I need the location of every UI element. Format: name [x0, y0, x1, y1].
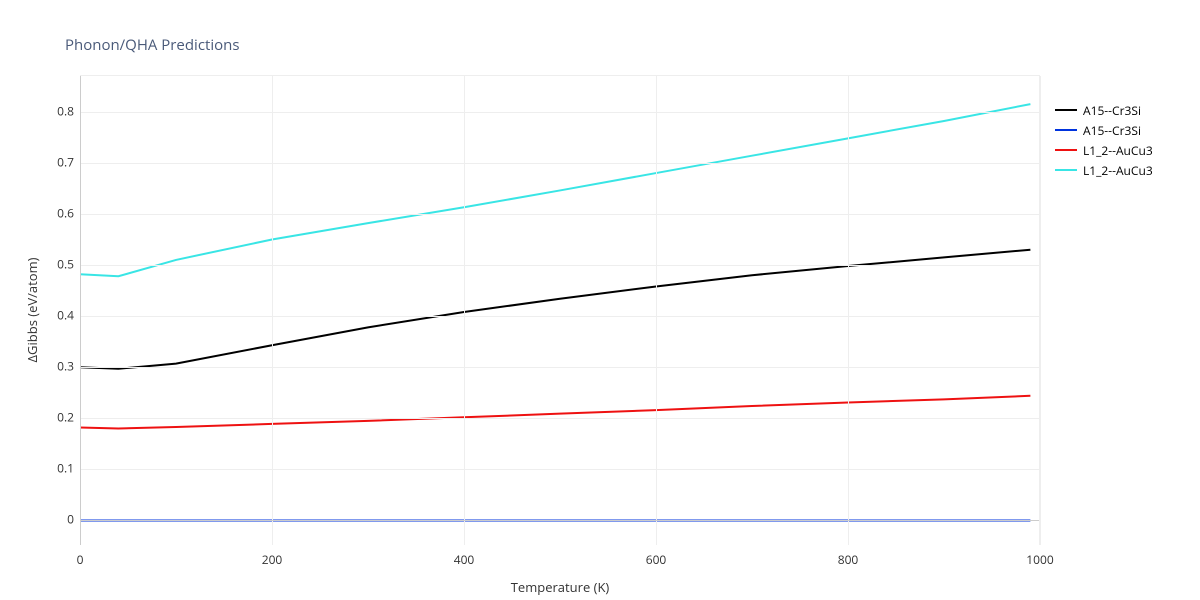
- legend-item[interactable]: A15--Cr3Si: [1055, 100, 1153, 120]
- x-tick-label: 800: [838, 551, 859, 568]
- y-axis-label: ΔGibbs (eV/atom): [23, 258, 41, 363]
- x-tick-label: 1000: [1026, 551, 1053, 568]
- y-zero-line: [80, 520, 1039, 521]
- series-line[interactable]: [80, 250, 1030, 369]
- y-tick-label: 0.1: [42, 460, 74, 477]
- y-tick-label: 0.6: [42, 204, 74, 221]
- legend-swatch: [1055, 149, 1077, 151]
- gridline-v: [1040, 76, 1041, 545]
- series-line[interactable]: [80, 396, 1030, 429]
- gridline-h: [80, 469, 1039, 470]
- gridline-v: [656, 76, 657, 545]
- gridline-h: [80, 418, 1039, 419]
- plot-svg: [80, 76, 1040, 546]
- y-tick-label: 0.8: [42, 102, 74, 119]
- gridline-v: [272, 76, 273, 545]
- legend-label: L1_2--AuCu3: [1083, 142, 1153, 159]
- series-line[interactable]: [80, 104, 1030, 276]
- y-tick-label: 0.5: [42, 256, 74, 273]
- y-tick-label: 0.7: [42, 153, 74, 170]
- x-axis-label: Temperature (K): [511, 578, 610, 596]
- plot-area[interactable]: [80, 75, 1040, 545]
- legend-label: A15--Cr3Si: [1083, 102, 1141, 119]
- chart-container: Phonon/QHA Predictions ΔGibbs (eV/atom) …: [0, 0, 1200, 600]
- gridline-h: [80, 163, 1039, 164]
- gridline-h: [80, 265, 1039, 266]
- y-tick-label: 0.2: [42, 409, 74, 426]
- legend-swatch: [1055, 109, 1077, 111]
- legend-item[interactable]: L1_2--AuCu3: [1055, 140, 1153, 160]
- legend-swatch: [1055, 169, 1077, 171]
- x-tick-label: 200: [262, 551, 283, 568]
- gridline-v: [848, 76, 849, 545]
- x-zero-line: [80, 76, 81, 545]
- legend-label: A15--Cr3Si: [1083, 122, 1141, 139]
- y-tick-label: 0.4: [42, 307, 74, 324]
- legend: A15--Cr3Si A15--Cr3Si L1_2--AuCu3 L1_2--AuC…: [1055, 100, 1153, 180]
- legend-item[interactable]: L1_2--AuCu3: [1055, 160, 1153, 180]
- x-tick-label: 400: [454, 551, 475, 568]
- y-tick-label: 0: [42, 511, 74, 528]
- chart-title: Phonon/QHA Predictions: [65, 35, 240, 55]
- y-tick-label: 0.3: [42, 358, 74, 375]
- x-tick-label: 600: [646, 551, 667, 568]
- legend-swatch: [1055, 129, 1077, 131]
- x-tick-label: 0: [77, 551, 84, 568]
- gridline-h: [80, 316, 1039, 317]
- gridline-h: [80, 214, 1039, 215]
- gridline-h: [80, 112, 1039, 113]
- gridline-v: [464, 76, 465, 545]
- legend-label: L1_2--AuCu3: [1083, 162, 1153, 179]
- gridline-h: [80, 367, 1039, 368]
- legend-item[interactable]: A15--Cr3Si: [1055, 120, 1153, 140]
